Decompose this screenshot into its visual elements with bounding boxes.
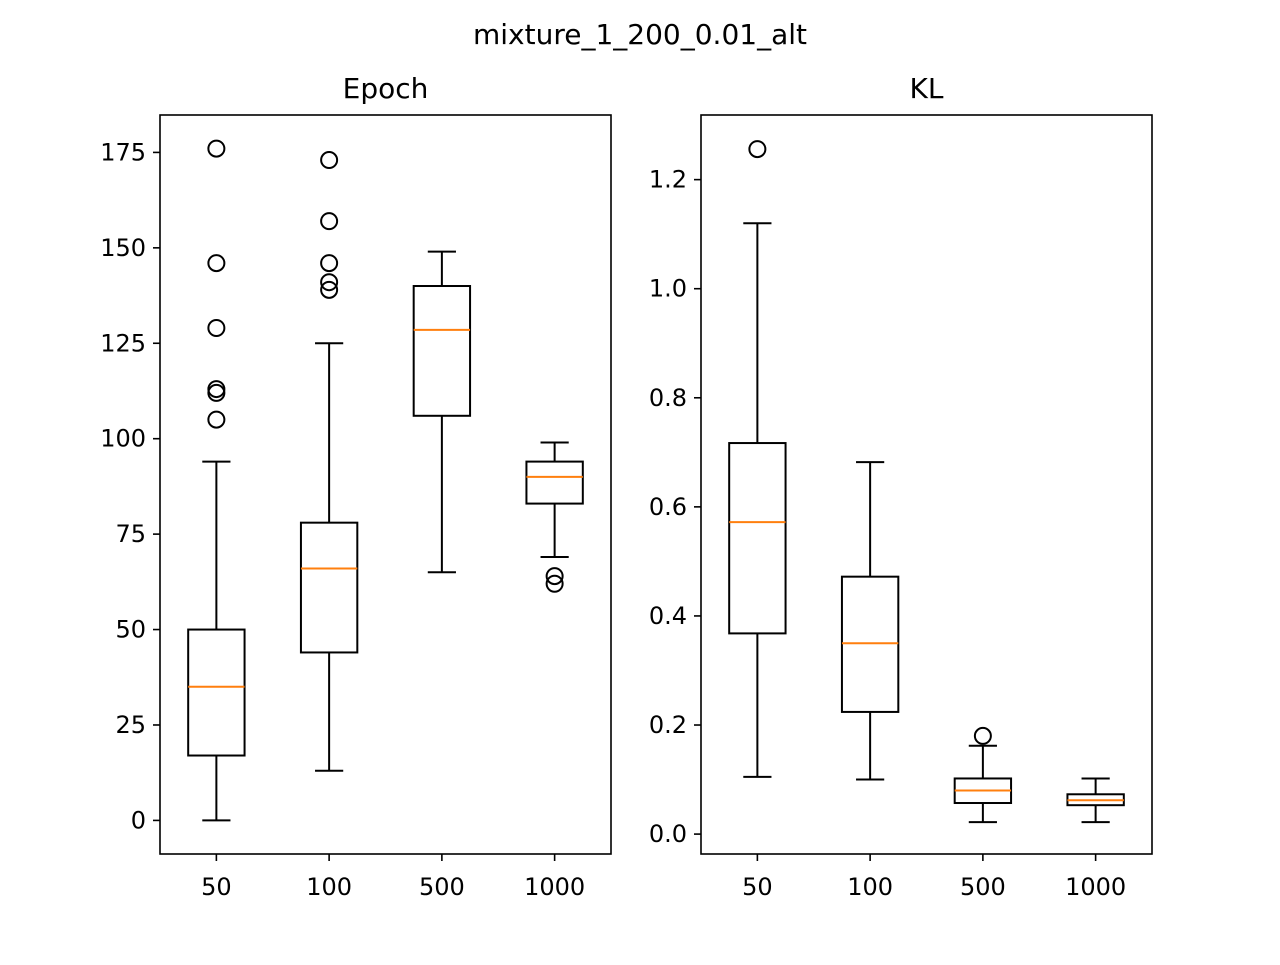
epoch-box-500 — [412, 250, 472, 574]
kl-ytick-label: 1.2 — [649, 166, 687, 194]
epoch-outlier-point — [207, 254, 226, 273]
epoch-subplot-marks — [187, 139, 584, 822]
epoch-iqr-box — [525, 460, 584, 505]
kl-box-100 — [840, 461, 900, 781]
kl-xtick-label: 1000 — [1065, 873, 1126, 901]
epoch-outlier-point — [207, 139, 226, 158]
epoch-ytick-label: 50 — [115, 616, 146, 644]
epoch-subplot-title: Epoch — [343, 72, 429, 105]
epoch-ytick-label: 0 — [131, 806, 146, 834]
epoch-iqr-box — [187, 628, 246, 757]
kl-iqr-box — [728, 442, 787, 635]
epoch-ytick-label: 25 — [115, 711, 146, 739]
epoch-subplot: Epoch 0 25 50 75 100 125 150 175 50 100 500 1000 — [100, 72, 612, 901]
epoch-box-1000 — [525, 441, 584, 593]
kl-subplot-title: KL — [910, 72, 944, 105]
epoch-outlier-point — [207, 410, 226, 429]
epoch-ytick-label: 175 — [100, 138, 146, 166]
kl-ytick-label: 0.0 — [649, 820, 687, 848]
epoch-xtick-label: 50 — [201, 873, 232, 901]
epoch-outlier-point — [320, 151, 339, 170]
epoch-ytick-label: 100 — [100, 425, 146, 453]
kl-subplot-marks — [728, 140, 1125, 824]
epoch-ytick-label: 125 — [100, 329, 146, 357]
epoch-iqr-box — [412, 285, 472, 417]
figure-suptitle: mixture_1_200_0.01_alt — [473, 18, 807, 51]
kl-xtick-label: 500 — [960, 873, 1006, 901]
kl-subplot-frame — [700, 114, 1153, 855]
epoch-box-100 — [299, 151, 359, 772]
kl-box-500 — [953, 726, 1013, 824]
epoch-outlier-point — [207, 380, 226, 399]
kl-subplot-axes: 0.0 0.2 0.4 0.6 0.8 1.0 1.2 50 100 500 1000 — [649, 166, 1126, 901]
epoch-subplot-axes: 0 25 50 75 100 125 150 175 50 100 500 1000 — [100, 138, 585, 901]
epoch-outlier-point — [207, 318, 226, 337]
epoch-outlier-point — [320, 212, 339, 231]
epoch-xtick-label: 100 — [306, 873, 352, 901]
kl-ytick-label: 1.0 — [649, 275, 687, 303]
kl-xtick-label: 50 — [742, 873, 773, 901]
epoch-outlier-point — [320, 254, 339, 273]
kl-ytick-label: 0.6 — [649, 493, 687, 521]
epoch-xtick-label: 1000 — [524, 873, 585, 901]
epoch-ytick-label: 150 — [100, 234, 146, 262]
kl-outlier-point — [973, 726, 992, 745]
kl-box-50 — [728, 140, 787, 778]
epoch-outlier-point — [320, 280, 339, 299]
epoch-box-50 — [187, 139, 246, 822]
epoch-outlier-point — [320, 273, 339, 292]
epoch-subplot-frame — [159, 114, 612, 855]
epoch-outlier-point — [545, 567, 564, 586]
kl-ytick-label: 0.8 — [649, 384, 687, 412]
kl-outlier-point — [748, 140, 767, 159]
epoch-outlier-point — [545, 574, 564, 593]
kl-xtick-label: 100 — [847, 873, 893, 901]
kl-subplot: KL 0.0 0.2 0.4 0.6 0.8 1.0 1.2 50 100 500 1000 — [649, 72, 1153, 901]
kl-ytick-label: 0.4 — [649, 602, 687, 630]
kl-iqr-box — [840, 575, 900, 713]
kl-ytick-label: 0.2 — [649, 711, 687, 739]
epoch-ytick-label: 75 — [115, 520, 146, 548]
epoch-iqr-box — [299, 521, 359, 654]
epoch-xtick-label: 500 — [419, 873, 465, 901]
kl-box-1000 — [1066, 777, 1125, 824]
